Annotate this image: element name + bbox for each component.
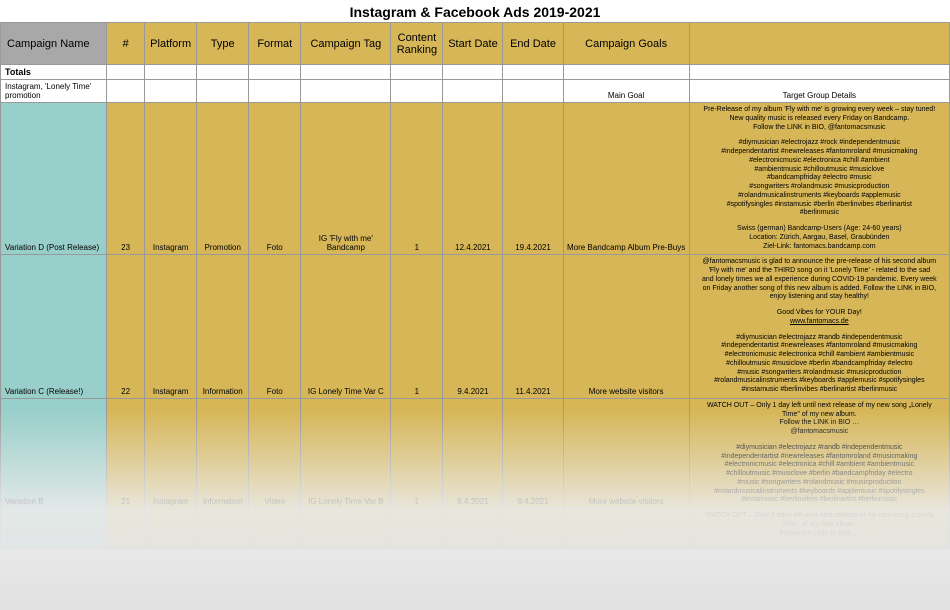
col-header-num: #	[107, 23, 145, 65]
cell-name: Variation B	[1, 398, 107, 508]
col-header-name: Campaign Name	[1, 23, 107, 65]
cell-details: WATCH OUT – Only 1 day left until next r…	[689, 398, 949, 508]
cell-platform: Instagram	[145, 398, 197, 508]
header-row: Campaign Name#PlatformTypeFormatCampaign…	[1, 23, 950, 65]
col-header-details	[689, 23, 949, 65]
cell-ranking	[391, 509, 443, 549]
table-row: Variation B21InstagramInformationVideoIG…	[1, 398, 950, 508]
cell-num	[107, 509, 145, 549]
page-title: Instagram & Facebook Ads 2019-2021	[0, 0, 950, 22]
cell-platform: Instagram	[145, 255, 197, 399]
col-header-start: Start Date	[443, 23, 503, 65]
cell-type: Information	[197, 398, 249, 508]
cell-details: WATCH OUT – Only 2 days left until next …	[689, 509, 949, 549]
cell-start: 12.4.2021	[443, 103, 503, 255]
cell-platform	[145, 509, 197, 549]
cell-format: Foto	[249, 255, 301, 399]
cell-format: Foto	[249, 103, 301, 255]
cell-tag: IG 'Fly with me' Bandcamp	[301, 103, 391, 255]
cell-details: @fantomacsmusic is glad to announce the …	[689, 255, 949, 399]
cell-name	[1, 509, 107, 549]
col-header-platform: Platform	[145, 23, 197, 65]
cell-start: 8.4.2021	[443, 398, 503, 508]
cell-name: Variation D (Post Release)	[1, 103, 107, 255]
col-header-goals: Campaign Goals	[563, 23, 689, 65]
ads-table: Campaign Name#PlatformTypeFormatCampaign…	[0, 22, 950, 549]
cell-name: Variation C (Release!)	[1, 255, 107, 399]
cell-goals: More website visitors	[563, 398, 689, 508]
cell-num: 21	[107, 398, 145, 508]
cell-end: 19.4.2021	[503, 103, 563, 255]
table-row: Variation D (Post Release)23InstagramPro…	[1, 103, 950, 255]
cell-end	[503, 509, 563, 549]
cell-tag	[301, 509, 391, 549]
cell-goals: More Bandcamp Album Pre-Buys	[563, 103, 689, 255]
col-header-tag: Campaign Tag	[301, 23, 391, 65]
cell-num: 22	[107, 255, 145, 399]
col-header-type: Type	[197, 23, 249, 65]
cell-ranking: 1	[391, 255, 443, 399]
cell-format	[249, 509, 301, 549]
cell-ranking: 1	[391, 103, 443, 255]
cell-format: Video	[249, 398, 301, 508]
sub-header-row: Instagram, 'Lonely Time' promotionMain G…	[1, 80, 950, 103]
cell-start	[443, 509, 503, 549]
table-row: Variation C (Release!)22InstagramInforma…	[1, 255, 950, 399]
col-header-format: Format	[249, 23, 301, 65]
cell-platform: Instagram	[145, 103, 197, 255]
cell-type	[197, 509, 249, 549]
col-header-ranking: ContentRanking	[391, 23, 443, 65]
cell-tag: IG Lonely Time Var B	[301, 398, 391, 508]
cell-start: 9.4.2021	[443, 255, 503, 399]
cell-type: Promotion	[197, 103, 249, 255]
cell-type: Information	[197, 255, 249, 399]
cell-goals: More website visitors	[563, 255, 689, 399]
cell-details: Pre-Release of my album 'Fly with me' is…	[689, 103, 949, 255]
cell-tag: IG Lonely Time Var C	[301, 255, 391, 399]
cell-ranking: 1	[391, 398, 443, 508]
cell-end: 9.4.2021	[503, 398, 563, 508]
cell-goals	[563, 509, 689, 549]
totals-row: Totals	[1, 65, 950, 80]
cell-end: 11.4.2021	[503, 255, 563, 399]
cell-num: 23	[107, 103, 145, 255]
table-row: WATCH OUT – Only 2 days left until next …	[1, 509, 950, 549]
col-header-end: End Date	[503, 23, 563, 65]
